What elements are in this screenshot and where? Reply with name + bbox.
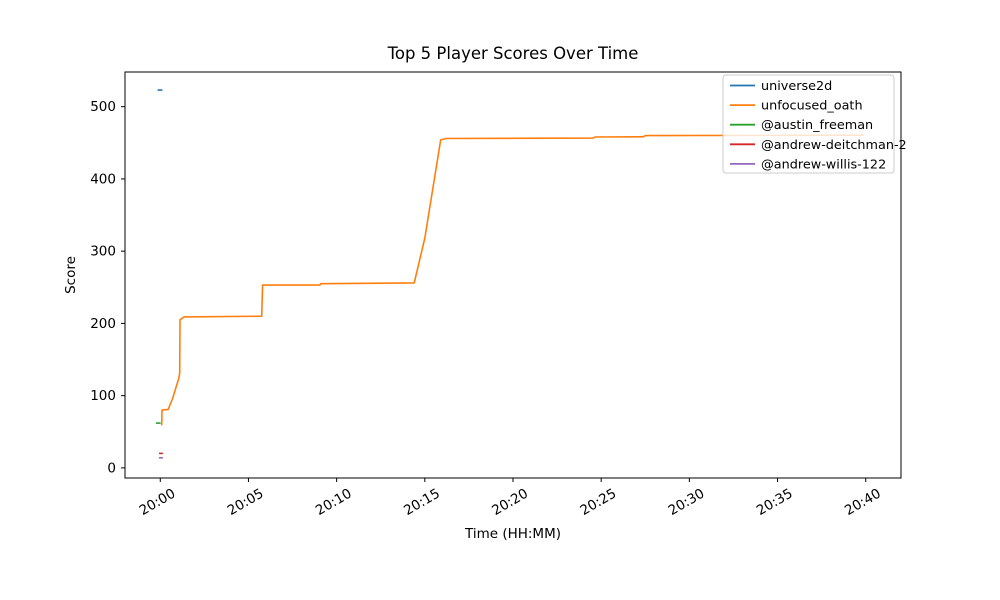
x-tick-label: 20:15: [401, 486, 443, 519]
series-layer: [155, 89, 865, 459]
x-tick-label: 20:30: [666, 486, 708, 519]
legend-label-@andrew-willis-122: @andrew-willis-122: [761, 157, 886, 172]
x-axis-label: Time (HH:MM): [464, 526, 561, 542]
y-axis-label: Score: [63, 256, 79, 294]
legend-label-@austin_freeman: @austin_freeman: [761, 118, 873, 133]
x-tick-label: 20:35: [754, 486, 796, 519]
x-tick-label: 20:10: [313, 486, 355, 519]
y-tick-label: 300: [90, 244, 116, 260]
y-tick-label: 0: [107, 460, 116, 476]
x-tick-label: 20:40: [842, 486, 884, 519]
legend: universe2d unfocused_oath @austin_freeman @…: [722, 74, 907, 174]
y-tick-label: 500: [90, 99, 116, 115]
legend-label-@andrew-deitchman-2: @andrew-deitchman-2: [761, 138, 907, 153]
y-tick-label: 400: [90, 171, 116, 187]
x-tick-label: 20:25: [577, 486, 619, 519]
x-tick-label: 20:00: [137, 486, 179, 519]
legend-box: [722, 74, 895, 174]
series-line-unfocused_oath: [160, 134, 865, 426]
y-tick-label: 200: [90, 316, 116, 332]
chart-title: Top 5 Player Scores Over Time: [387, 44, 639, 63]
legend-label-universe2d: universe2d: [761, 79, 832, 94]
y-tick-label: 100: [90, 388, 116, 404]
legend-label-unfocused_oath: unfocused_oath: [761, 99, 863, 114]
x-tick-label: 20:20: [489, 486, 531, 519]
x-tick-label: 20:05: [225, 486, 267, 519]
